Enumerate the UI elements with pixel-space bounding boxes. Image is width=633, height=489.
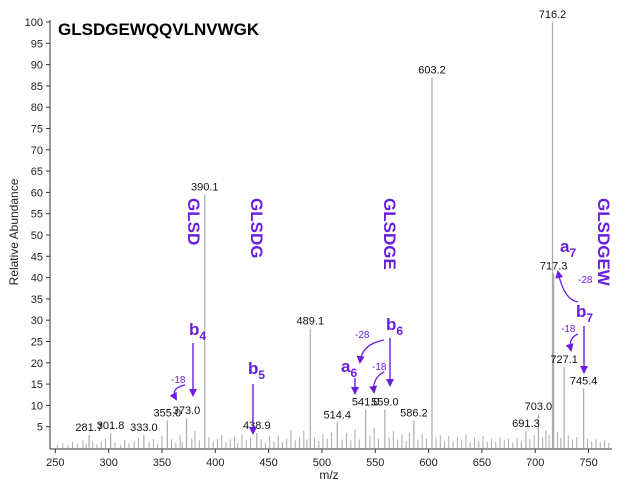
peak-label: 727.1 [550, 354, 578, 366]
loss-arrow-b6 [369, 371, 385, 394]
ion-label-b5: b5 [248, 359, 265, 382]
peak-label: 703.0 [525, 401, 553, 413]
ion-label-a7: a7 [560, 237, 576, 260]
loss-label-b7-a7: -28 [578, 275, 593, 286]
axes: 5 10 15 20 25 30 35 40 45 50 55 60 65 70 75 80 85 90 95 100… [25, 17, 612, 469]
y-tick-label: 60 [31, 187, 43, 199]
peak-label: 390.1 [191, 182, 219, 194]
ion-label-b4: b4 [189, 320, 206, 343]
y-tick-label: 85 [31, 81, 43, 93]
peak-label: 438.9 [243, 420, 271, 432]
loss-label-b4: -18 [171, 375, 186, 386]
loss-label-b6: -18 [372, 362, 387, 373]
x-tick-label: 300 [99, 457, 117, 469]
peak-label: 489.1 [297, 316, 325, 328]
y-tick-label: 50 [31, 230, 43, 242]
loss-arrow-b6-a6 [356, 339, 385, 364]
x-axis-title: m/z [319, 468, 338, 482]
y-tick-label: 100 [25, 17, 43, 29]
fragment-label-glsdg: GLSDG [247, 198, 266, 258]
peak-label: 355.0 [154, 407, 182, 419]
y-tick-label: 65 [31, 166, 43, 178]
y-tick-label: 10 [31, 400, 43, 412]
y-axis-title: Relative Abundance [7, 178, 21, 285]
peak-label: 373.0 [173, 405, 201, 417]
peak-label: 586.2 [400, 407, 428, 419]
y-tick-label: 15 [31, 379, 43, 391]
peak-label: 301.8 [97, 420, 125, 432]
peak-label: 717.3 [540, 260, 568, 272]
peak-label: 716.2 [539, 9, 567, 21]
y-tick-label: 70 [31, 145, 43, 157]
ion-label-a6: a6 [341, 357, 357, 380]
x-tick-label: 750 [579, 457, 597, 469]
fragment-label-glsdge: GLSDGE [380, 198, 399, 270]
x-tick-label: 650 [473, 457, 491, 469]
loss-arrow-b7-a7 [555, 270, 579, 303]
y-tick-label: 80 [31, 102, 43, 114]
x-tick-label: 450 [259, 457, 277, 469]
chart-title: GLSDGEWQQVLNVWGK [58, 20, 260, 39]
spectrum-bars [56, 22, 610, 448]
peak-label: 541.0 [352, 397, 380, 409]
y-tick-label: 55 [31, 209, 43, 221]
peak-label: 745.4 [570, 375, 598, 387]
ion-label-b7: b7 [576, 302, 593, 325]
peak-label: 691.3 [512, 418, 540, 430]
y-tick-label: 90 [31, 60, 43, 72]
peak-label: 281.7 [75, 422, 103, 434]
x-tick-label: 400 [206, 457, 224, 469]
peak-label: 603.2 [418, 64, 446, 76]
y-tick-label: 25 [31, 337, 43, 349]
loss-arrow-b4 [169, 384, 186, 401]
x-tick-label: 500 [313, 457, 331, 469]
x-tick-label: 700 [526, 457, 544, 469]
x-tick-label: 600 [419, 457, 437, 469]
loss-label-b7: -18 [561, 324, 576, 335]
y-tick-label: 40 [31, 273, 43, 285]
y-tick-label: 5 [37, 422, 43, 434]
y-tick-label: 75 [31, 124, 43, 136]
peak-label: 514.4 [324, 409, 352, 421]
loss-arrow-b7 [565, 333, 579, 352]
peak-label: 333.0 [130, 422, 158, 434]
x-tick-label: 350 [153, 457, 171, 469]
y-tick-label: 45 [31, 251, 43, 263]
y-tick-label: 35 [31, 294, 43, 306]
peak-label: 559.0 [371, 397, 399, 409]
fragment-label-glsdgew: GLSDGEW [594, 198, 613, 287]
y-tick-label: 95 [31, 38, 43, 50]
fragment-label-gslsd: GLSD [184, 198, 203, 245]
x-tick-label: 250 [46, 457, 64, 469]
loss-label-b6-a6: -28 [355, 330, 370, 341]
y-tick-label: 20 [31, 358, 43, 370]
x-tick-label: 550 [366, 457, 384, 469]
y-tick-label: 30 [31, 315, 43, 327]
ion-label-b6: b6 [386, 315, 403, 338]
